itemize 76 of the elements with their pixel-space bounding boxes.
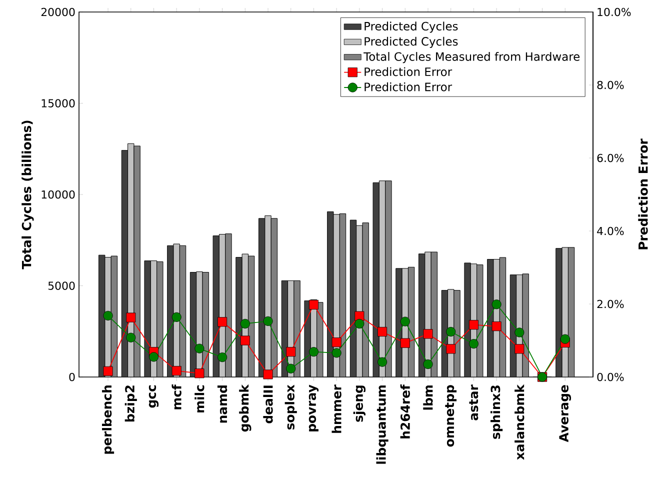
point (423, 359, 433, 370)
x-tick-label: h264ref (400, 384, 410, 438)
point (103, 310, 113, 320)
y2-tick-label: 6.0% (597, 154, 624, 162)
y-axis-title: Total Cycles (billions) (22, 120, 34, 270)
legend-label: Predicted Cycles (364, 36, 458, 48)
x-tick-label: mcf (172, 384, 182, 410)
y2-tick-label: 2.0% (597, 300, 624, 308)
point (332, 348, 342, 358)
x-tick-label: milc (194, 385, 204, 412)
point (308, 300, 319, 310)
point (286, 364, 296, 374)
point (354, 318, 364, 328)
x-tick-label: povray (308, 384, 319, 432)
x-tick-label: libquantum (376, 386, 388, 464)
x-tick-label: sphinx3 (490, 386, 503, 439)
x-tick-label: soplex (284, 384, 297, 430)
point (103, 366, 113, 376)
legend-label: Prediction Error (364, 67, 452, 76)
point (560, 334, 570, 344)
y-tick-label: 0 (69, 372, 75, 382)
point (492, 300, 502, 310)
x-tick-label: dealII (263, 386, 273, 424)
y2-tick-label: 4.0% (597, 226, 624, 236)
point (286, 347, 296, 357)
y2-axis-title: Prediction Error (638, 138, 648, 250)
x-tick-label: sjeng (353, 386, 366, 422)
point (446, 344, 456, 354)
point (492, 321, 502, 332)
legend-label: Prediction Error (364, 82, 452, 92)
point (423, 329, 433, 339)
x-tick-label: gobmk (239, 384, 252, 432)
legend-label: Predicted Cycles (364, 22, 458, 33)
point (354, 311, 364, 321)
point (172, 366, 182, 376)
point (148, 352, 159, 362)
x-tick-label: Average (559, 385, 572, 442)
legend-label: Total Cycles Measured from Hardware (364, 52, 580, 64)
point (468, 339, 478, 349)
x-tick-label: astar (469, 384, 478, 420)
point (400, 338, 410, 348)
point (263, 316, 273, 326)
point (240, 336, 250, 346)
point (446, 326, 456, 337)
point (218, 352, 228, 362)
point (240, 318, 250, 328)
point (126, 312, 136, 322)
point (378, 326, 388, 337)
x-tick-label: omnetpp (445, 385, 457, 447)
point (126, 332, 136, 342)
point (194, 344, 204, 354)
point (308, 347, 319, 357)
point (263, 370, 273, 380)
x-tick-label: namd (217, 386, 228, 423)
y2-tick-label: 10.0% (598, 8, 631, 16)
point (172, 312, 182, 322)
y-tick-label: 10000 (42, 190, 75, 199)
point (400, 316, 410, 326)
x-tick-label: gcc (148, 385, 159, 408)
x-tick-label: lbm (423, 386, 433, 410)
point (514, 344, 524, 354)
y2-tick-label: 8.0% (597, 80, 624, 90)
point (332, 338, 342, 348)
x-tick-label: perlbench (102, 385, 114, 454)
y-tick-label: 20000 (41, 8, 75, 16)
point (514, 328, 524, 338)
point (218, 317, 228, 327)
point (378, 357, 388, 367)
point (468, 320, 478, 330)
y-tick-label: 5000 (48, 282, 75, 290)
y-tick-label: 15000 (42, 99, 75, 108)
x-tick-label: bzip2 (124, 386, 137, 422)
x-tick-label: xalancbmk (514, 384, 524, 460)
x-tick-label: hmmer (332, 384, 342, 433)
point (194, 368, 204, 378)
y2-tick-label: 0.0% (597, 372, 624, 382)
